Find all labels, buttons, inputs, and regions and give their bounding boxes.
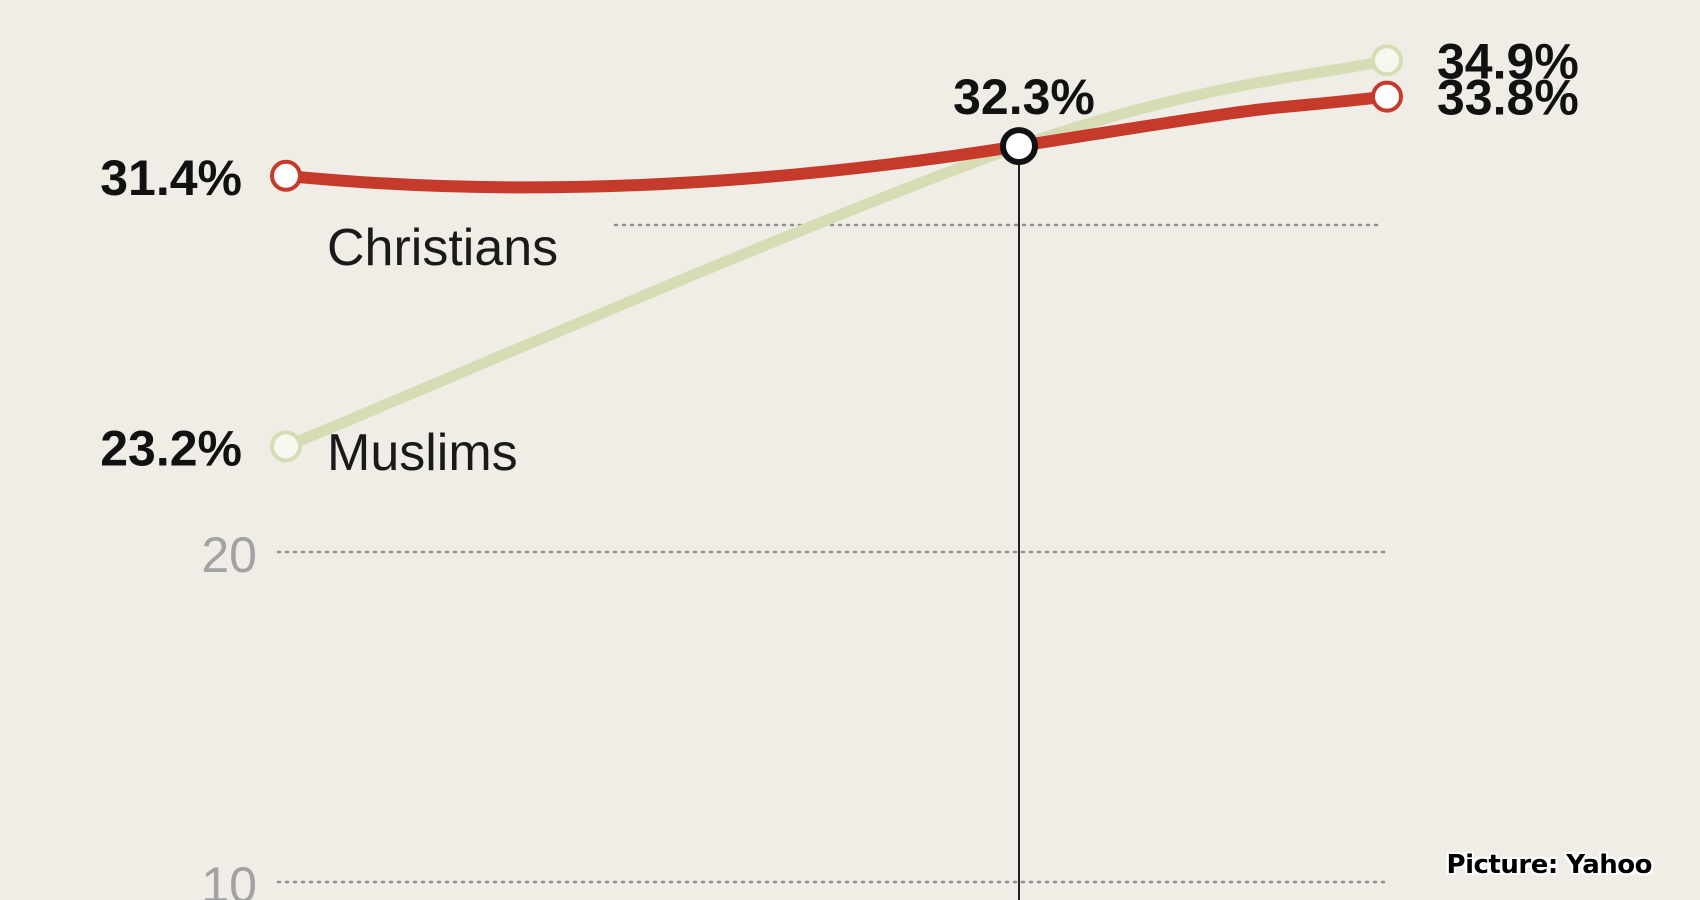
y-tick-label-20: 20 (201, 527, 257, 583)
series-line-muslims (280, 54, 1393, 452)
data-label-christians-2: 33.8% (1437, 70, 1579, 126)
point-marker-muslims-2 (1371, 44, 1403, 77)
series-name-christians: Christians (327, 219, 558, 277)
y-tick-label-10: 10 (201, 857, 257, 900)
point-marker-christians-2 (1371, 80, 1403, 113)
data-label-muslims-0: 23.2% (100, 420, 242, 476)
series-name-muslims: Muslims (327, 424, 518, 482)
picture-credit: Picture: Yahoo (1446, 850, 1653, 880)
crossover-label: 32.3% (953, 69, 1095, 125)
data-label-muslims-2: 34.9% (1437, 33, 1579, 89)
point-marker-christians-0 (270, 159, 302, 192)
data-label-christians-0: 31.4% (100, 150, 242, 206)
point-marker-muslims-0 (270, 430, 302, 463)
series-line-christians (280, 90, 1393, 194)
crossover-marker (1000, 127, 1038, 166)
